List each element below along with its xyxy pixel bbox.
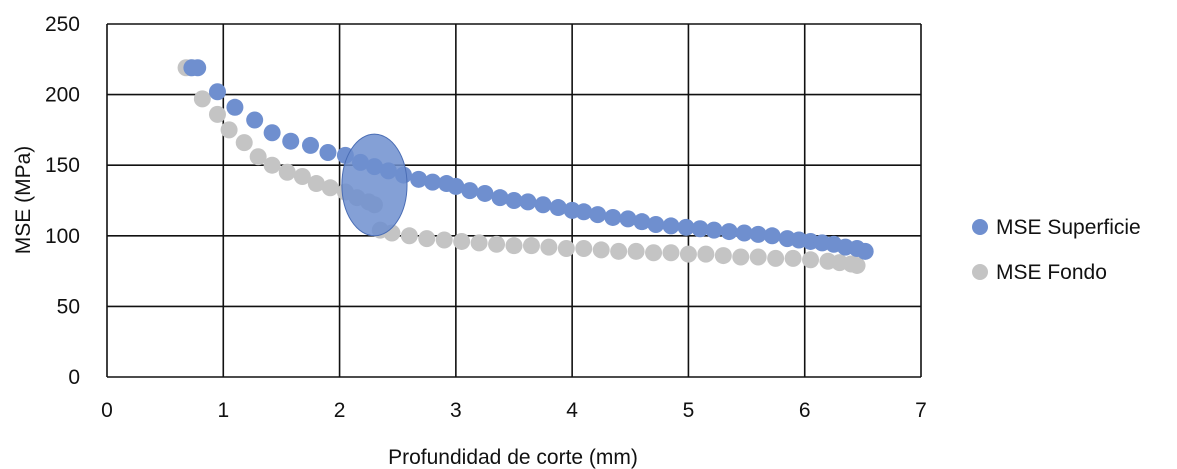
data-points bbox=[177, 59, 874, 274]
data-point bbox=[705, 221, 723, 239]
data-point bbox=[677, 218, 695, 236]
data-point bbox=[662, 244, 680, 262]
data-point bbox=[534, 196, 552, 214]
data-point bbox=[619, 210, 637, 228]
data-point bbox=[418, 230, 436, 248]
data-point bbox=[424, 173, 442, 191]
x-tick-label: 0 bbox=[101, 399, 113, 422]
data-point bbox=[226, 98, 244, 116]
data-point bbox=[293, 167, 311, 185]
series-superficie bbox=[183, 59, 874, 260]
data-point bbox=[491, 189, 509, 207]
data-point bbox=[735, 224, 753, 242]
data-point bbox=[549, 199, 567, 217]
data-point bbox=[662, 217, 680, 235]
data-point bbox=[249, 148, 267, 166]
data-point bbox=[208, 83, 226, 101]
data-point bbox=[610, 242, 628, 260]
data-point bbox=[470, 234, 488, 252]
data-point bbox=[732, 248, 750, 266]
data-point bbox=[679, 245, 697, 263]
x-tick-label: 6 bbox=[799, 399, 811, 422]
x-tick-label: 3 bbox=[450, 399, 462, 422]
x-tick-label: 2 bbox=[334, 399, 346, 422]
legend-label-fondo: MSE Fondo bbox=[996, 261, 1107, 284]
data-point bbox=[592, 241, 610, 259]
data-point bbox=[263, 124, 281, 142]
legend-label-superficie: MSE Superficie bbox=[996, 216, 1141, 239]
data-point bbox=[235, 134, 253, 152]
data-point bbox=[784, 249, 802, 267]
data-point bbox=[720, 223, 738, 241]
data-point bbox=[557, 240, 575, 258]
data-point bbox=[193, 90, 211, 108]
data-point bbox=[627, 242, 645, 260]
data-point bbox=[410, 170, 428, 188]
legend: MSE Superficie MSE Fondo bbox=[972, 216, 1141, 284]
data-point bbox=[519, 193, 537, 211]
data-point bbox=[505, 237, 523, 255]
data-point bbox=[505, 192, 523, 209]
data-point bbox=[697, 245, 715, 263]
data-point bbox=[220, 121, 238, 139]
y-tick-label: 50 bbox=[57, 295, 80, 318]
y-tick-label: 0 bbox=[68, 366, 80, 389]
data-point bbox=[208, 105, 226, 123]
annotation-layer bbox=[341, 133, 408, 237]
tick-labels: 0 50 100 150 200 250 0 1 2 3 4 5 6 7 bbox=[45, 13, 927, 422]
data-point bbox=[302, 136, 319, 154]
highlight-ellipse bbox=[341, 133, 408, 237]
data-point bbox=[461, 182, 479, 200]
legend-marker-superficie bbox=[972, 219, 988, 235]
data-point bbox=[453, 232, 471, 250]
y-tick-label: 200 bbox=[45, 84, 80, 107]
data-point bbox=[749, 225, 767, 243]
data-point bbox=[589, 206, 607, 224]
data-point bbox=[763, 227, 781, 245]
data-point bbox=[321, 179, 339, 197]
x-axis-label: Profundidad de corte (mm) bbox=[388, 446, 638, 469]
y-tick-label: 250 bbox=[45, 13, 80, 36]
data-point bbox=[691, 220, 709, 238]
y-tick-label: 150 bbox=[45, 154, 80, 177]
grid-lines bbox=[106, 23, 922, 378]
data-point bbox=[488, 235, 506, 253]
data-point bbox=[633, 213, 651, 231]
y-tick-label: 100 bbox=[45, 225, 80, 248]
x-tick-label: 1 bbox=[217, 399, 229, 422]
data-point bbox=[802, 251, 820, 269]
x-tick-label: 7 bbox=[915, 399, 927, 422]
data-point bbox=[848, 256, 866, 274]
data-point bbox=[400, 227, 418, 245]
data-point bbox=[476, 184, 494, 202]
legend-marker-fondo bbox=[972, 264, 988, 280]
x-tick-label: 4 bbox=[566, 399, 578, 422]
data-point bbox=[307, 175, 325, 193]
data-point bbox=[749, 248, 767, 266]
data-point bbox=[856, 242, 874, 260]
data-point bbox=[767, 249, 785, 267]
data-point bbox=[189, 59, 207, 77]
data-point bbox=[540, 238, 558, 256]
data-point bbox=[604, 208, 622, 226]
data-point bbox=[319, 143, 337, 161]
y-axis-label: MSE (MPa) bbox=[12, 146, 35, 255]
data-point bbox=[246, 111, 264, 129]
data-point bbox=[435, 231, 453, 249]
data-point bbox=[645, 244, 663, 262]
data-point bbox=[282, 132, 300, 150]
data-point bbox=[647, 216, 665, 234]
data-point bbox=[575, 240, 593, 258]
data-point bbox=[263, 156, 281, 174]
data-point bbox=[714, 247, 732, 265]
x-tick-label: 5 bbox=[683, 399, 695, 422]
data-point bbox=[447, 177, 465, 195]
data-point bbox=[575, 203, 593, 221]
data-point bbox=[278, 163, 296, 181]
data-point bbox=[522, 237, 540, 255]
